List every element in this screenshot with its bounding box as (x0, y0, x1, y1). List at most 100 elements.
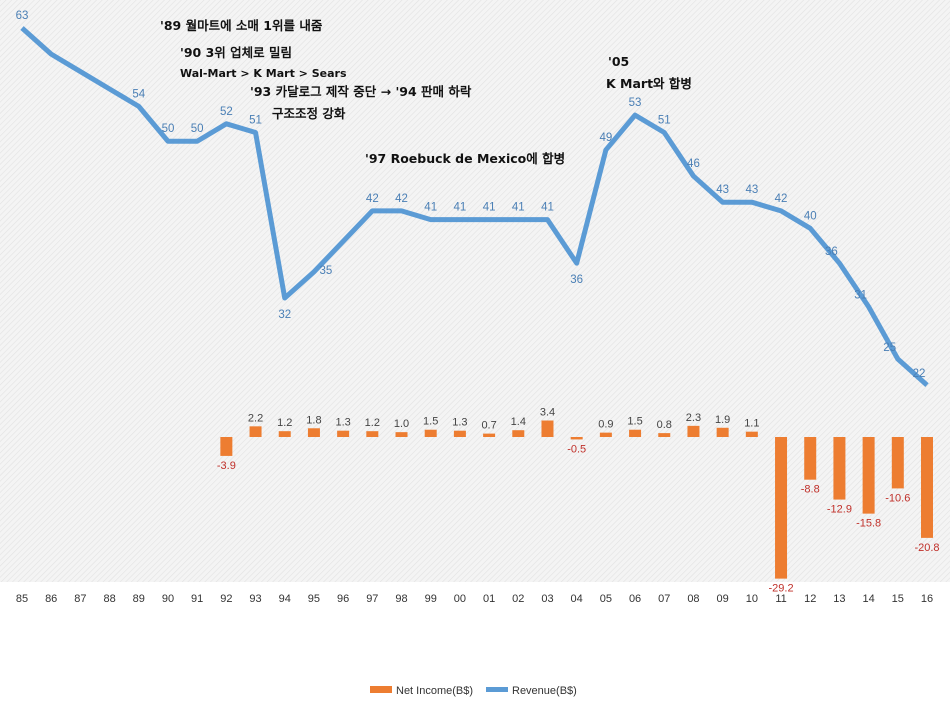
net-income-bar-93 (249, 426, 262, 437)
net-income-label-00: 1.3 (452, 417, 467, 429)
net-income-bar-92 (220, 437, 233, 456)
net-income-label-03: 3.4 (540, 407, 555, 419)
x-tick-15: 15 (892, 593, 904, 605)
net-income-label-05: 0.9 (598, 419, 613, 431)
revenue-label-12: 40 (804, 210, 817, 222)
revenue-label-13: 36 (825, 246, 838, 258)
x-tick-04: 04 (571, 593, 583, 605)
revenue-label-97: 42 (366, 193, 379, 205)
net-income-label-02: 1.4 (511, 416, 526, 428)
net-income-bar-99 (424, 429, 437, 437)
x-tick-98: 98 (395, 593, 407, 605)
net-income-label-12: -8.8 (801, 484, 820, 496)
x-tick-96: 96 (337, 593, 349, 605)
annotation: '90 3위 업체로 밀림 (180, 45, 292, 60)
net-income-label-07: 0.8 (657, 419, 672, 431)
revenue-label-94: 32 (278, 309, 291, 321)
legend-swatch-revenue (486, 687, 508, 692)
revenue-label-99: 41 (424, 202, 437, 214)
x-tick-07: 07 (658, 593, 670, 605)
net-income-label-11: -29.2 (768, 583, 793, 595)
annotation: '89 월마트에 소매 1위를 내줌 (160, 18, 323, 33)
net-income-bar-08 (687, 425, 700, 437)
revenue-label-10: 43 (745, 184, 758, 196)
net-income-label-15: -10.6 (885, 492, 910, 504)
annotation: K Mart와 합병 (606, 76, 692, 91)
net-income-bar-09 (716, 427, 729, 437)
net-income-bar-94 (278, 431, 291, 437)
revenue-label-90: 50 (162, 123, 175, 135)
x-tick-93: 93 (249, 593, 261, 605)
x-tick-88: 88 (103, 593, 115, 605)
x-tick-06: 06 (629, 593, 641, 605)
revenue-label-09: 43 (716, 184, 729, 196)
x-tick-86: 86 (45, 593, 57, 605)
net-income-bar-13 (833, 437, 846, 500)
revenue-label-03: 41 (541, 202, 554, 214)
net-income-label-04: -0.5 (567, 443, 586, 455)
net-income-bar-11 (775, 437, 788, 579)
net-income-label-01: 0.7 (481, 420, 496, 432)
revenue-label-11: 42 (775, 193, 788, 205)
revenue-label-92: 52 (220, 106, 233, 118)
net-income-bar-10 (745, 431, 758, 437)
net-income-bar-16 (921, 437, 933, 538)
net-income-label-95: 1.8 (306, 414, 321, 426)
revenue-label-08: 46 (687, 158, 700, 170)
revenue-label-93: 51 (249, 115, 262, 127)
revenue-label-01: 41 (483, 202, 496, 214)
net-income-label-92: -3.9 (217, 460, 236, 472)
net-income-bar-12 (804, 437, 817, 480)
x-tick-97: 97 (366, 593, 378, 605)
revenue-label-02: 41 (512, 202, 525, 214)
revenue-label-89: 54 (132, 88, 145, 100)
revenue-label-91: 50 (191, 123, 204, 135)
net-income-label-94: 1.2 (277, 417, 292, 429)
net-income-bar-02 (512, 430, 525, 437)
revenue-label-00: 41 (454, 202, 467, 214)
net-income-bar-03 (541, 420, 554, 437)
x-tick-94: 94 (279, 593, 291, 605)
revenue-label-16: 22 (913, 368, 926, 380)
x-tick-08: 08 (687, 593, 699, 605)
net-income-label-13: -12.9 (827, 504, 852, 516)
annotation: Wal-Mart > K Mart > Sears (180, 67, 347, 80)
net-income-bar-97 (366, 431, 379, 437)
x-tick-92: 92 (220, 593, 232, 605)
x-tick-91: 91 (191, 593, 203, 605)
legend-label-revenue: Revenue(B$) (512, 685, 577, 697)
net-income-label-16: -20.8 (914, 542, 939, 554)
x-tick-00: 00 (454, 593, 466, 605)
net-income-label-99: 1.5 (423, 416, 438, 428)
revenue-line (20, 26, 929, 387)
net-income-label-14: -15.8 (856, 518, 881, 530)
annotation: '93 카달로그 제작 중단 → '94 판매 하락 (250, 84, 472, 99)
x-tick-02: 02 (512, 593, 524, 605)
revenue-label-07: 51 (658, 115, 671, 127)
x-tick-99: 99 (425, 593, 437, 605)
x-tick-05: 05 (600, 593, 612, 605)
x-tick-90: 90 (162, 593, 174, 605)
revenue-label-05: 49 (599, 132, 612, 144)
net-income-label-06: 1.5 (627, 416, 642, 428)
legend-swatch-net-income (370, 686, 392, 693)
net-income-label-08: 2.3 (686, 412, 701, 424)
net-income-bar-14 (862, 437, 875, 514)
net-income-bar-06 (629, 429, 642, 437)
revenue-label-85: 63 (16, 10, 29, 22)
net-income-bar-00 (453, 430, 466, 437)
net-income-bar-04 (570, 437, 583, 440)
net-income-label-10: 1.1 (744, 418, 759, 430)
legend: Net Income(B$) Revenue(B$) (370, 685, 577, 697)
revenue-label-95: 35 (320, 265, 333, 277)
net-income-label-96: 1.3 (335, 417, 350, 429)
plot-area (0, 0, 950, 582)
x-tick-95: 95 (308, 593, 320, 605)
annotation: '97 Roebuck de Mexico에 합병 (365, 151, 565, 166)
revenue-label-98: 42 (395, 193, 408, 205)
revenue-label-04: 36 (570, 274, 583, 286)
x-tick-09: 09 (717, 593, 729, 605)
x-tick-10: 10 (746, 593, 758, 605)
revenue-label-14: 31 (854, 290, 867, 302)
